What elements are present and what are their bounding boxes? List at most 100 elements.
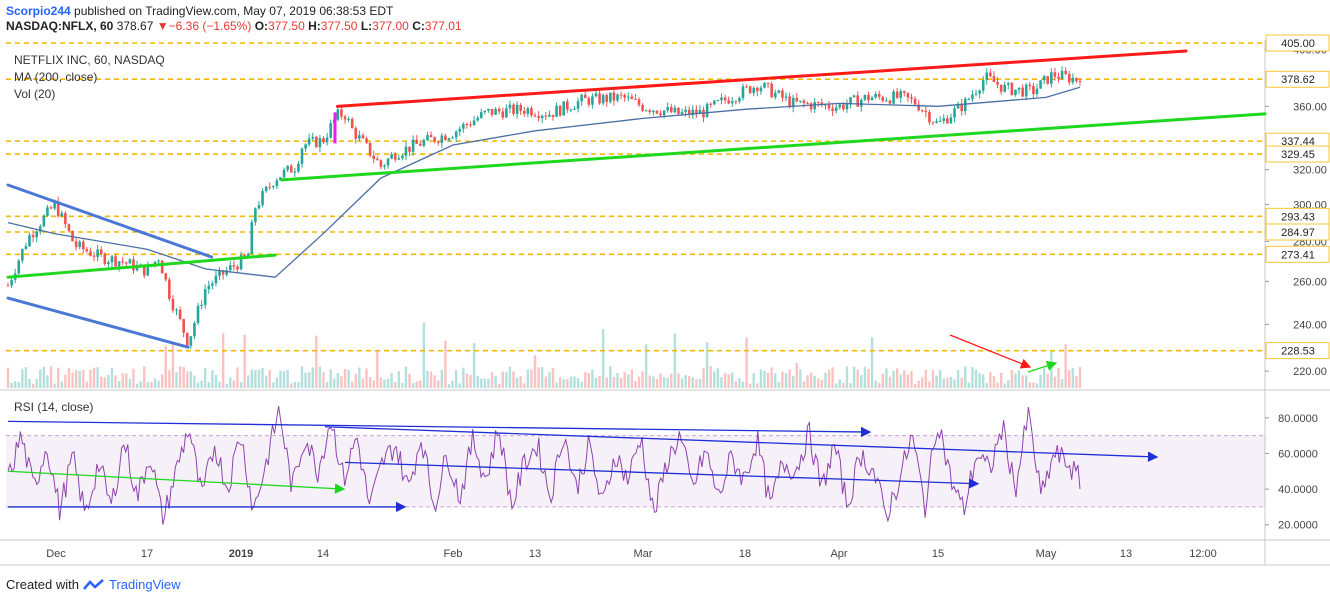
volume-bar	[211, 370, 214, 388]
volume-bar	[272, 382, 275, 388]
candle-body	[483, 110, 487, 113]
symbol-label[interactable]: NASDAQ:NFLX, 60	[6, 19, 114, 33]
candle-body	[996, 82, 999, 85]
candle-body	[297, 163, 300, 172]
volume-bar	[1028, 382, 1032, 388]
volume-bar	[487, 378, 490, 388]
volume-bar	[594, 377, 598, 388]
volume-bar	[433, 375, 436, 388]
volume-bar	[447, 383, 451, 388]
candle-body	[519, 104, 522, 111]
volume-bar	[203, 368, 207, 388]
volume-bar	[10, 382, 13, 388]
legend-rsi[interactable]: RSI (14, close)	[14, 400, 94, 414]
volume-bar	[408, 373, 411, 388]
volume-bar	[999, 372, 1003, 388]
volume-bar	[24, 367, 28, 388]
candle-body	[128, 259, 132, 264]
volume-bar	[691, 377, 694, 388]
volume-bar	[1050, 351, 1053, 388]
candle-body	[960, 103, 963, 112]
volume-bar	[731, 372, 734, 388]
volume-bar	[347, 370, 350, 388]
time-tick-label: 14	[317, 548, 329, 560]
volume-bar	[705, 342, 709, 388]
volume-bar	[225, 383, 228, 388]
candle-body	[849, 97, 852, 105]
candle-body	[386, 158, 390, 166]
chart-canvas[interactable]: 220.00240.00260.00280.00300.00320.00360.…	[0, 0, 1330, 575]
candle-body	[458, 128, 462, 132]
volume-bar	[899, 374, 902, 388]
candle-body	[831, 108, 834, 112]
price-level-tag	[1265, 223, 1330, 241]
candle-body	[236, 266, 239, 270]
candle-body	[329, 123, 332, 138]
publisher-name[interactable]: Scorpio244	[6, 4, 71, 18]
candle-body	[465, 123, 469, 125]
volume-bar	[429, 371, 433, 388]
volume-bar	[809, 372, 813, 388]
legend-title[interactable]: NETFLIX INC, 60, NASDAQ	[14, 53, 165, 67]
candle-body	[408, 146, 411, 152]
volume-bar	[906, 374, 910, 388]
volume-bar	[64, 374, 67, 388]
candle-body	[1046, 76, 1050, 84]
volume-bar	[476, 375, 479, 388]
volume-bar	[1075, 375, 1078, 388]
candle-body	[358, 135, 361, 139]
legend-ma[interactable]: MA (200, close)	[14, 70, 98, 84]
candle-body	[1028, 84, 1032, 87]
candle-body	[479, 112, 483, 118]
volume-bar	[508, 366, 512, 388]
volume-bar	[92, 367, 96, 388]
candle-body	[56, 201, 60, 217]
volume-bar	[659, 373, 662, 388]
volume-bar	[1039, 374, 1042, 388]
volume-bar	[279, 370, 282, 388]
time-tick-label: May	[1036, 548, 1057, 560]
candle-body	[1017, 87, 1021, 90]
candle-body	[462, 123, 465, 129]
volume-bar	[1003, 383, 1006, 388]
volume-bar	[878, 382, 881, 388]
volume-bar	[6, 367, 10, 388]
low-label: L:	[360, 19, 373, 33]
candle-body	[340, 109, 343, 117]
volume-bar	[411, 382, 415, 388]
volume-bar	[1021, 375, 1024, 388]
candle-body	[85, 249, 89, 252]
volume-bar	[17, 382, 20, 388]
volume-bar	[1071, 368, 1075, 388]
volume-bar	[200, 380, 203, 388]
candle-body	[867, 94, 870, 101]
volume-bar	[307, 372, 311, 388]
volume-bar	[125, 373, 128, 388]
candle-body	[28, 235, 31, 247]
volume-bar	[21, 369, 24, 388]
candle-body	[759, 87, 763, 92]
time-tick-label: 2019	[229, 548, 253, 560]
legend-vol[interactable]: Vol (20)	[14, 87, 56, 101]
candle-body	[490, 108, 494, 115]
tradingview-link[interactable]: TradingView	[108, 577, 181, 592]
candle-body	[612, 92, 616, 101]
volume-bars	[6, 322, 1082, 388]
candle-body	[999, 84, 1003, 92]
volume-bar	[254, 370, 257, 388]
volume-bar	[888, 376, 892, 388]
candle-body	[132, 259, 135, 271]
volume-bar	[849, 383, 852, 388]
volume-bar	[153, 378, 157, 388]
volume-bar	[791, 375, 795, 388]
volume-bar	[494, 376, 497, 388]
candle-body	[347, 119, 350, 121]
candle-body	[426, 134, 429, 141]
volume-bar	[544, 376, 547, 388]
candle-body	[1039, 80, 1042, 89]
volume-bar	[132, 368, 135, 388]
volume-bar	[680, 378, 684, 388]
candle-body	[114, 256, 117, 267]
price-level-tag	[1265, 145, 1330, 163]
volume-bar	[96, 367, 99, 388]
